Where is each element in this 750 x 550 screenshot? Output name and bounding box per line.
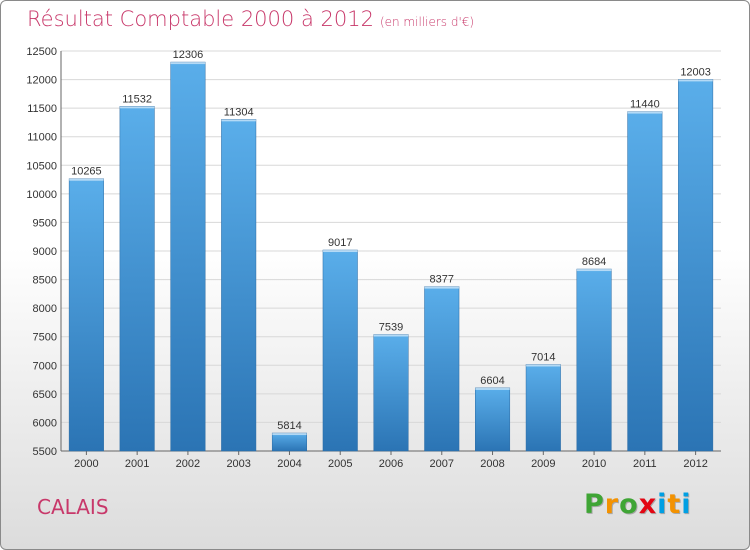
bar-highlight xyxy=(627,111,663,114)
value-label: 12003 xyxy=(680,66,711,78)
bar-highlight xyxy=(221,119,256,122)
value-label: 9017 xyxy=(328,237,352,249)
value-label: 7014 xyxy=(531,351,555,363)
bar-2011 xyxy=(627,111,663,452)
bar-2008 xyxy=(475,387,511,452)
chart-title: Résultat Comptable 2000 à 2012 (en millie… xyxy=(27,7,474,31)
y-tick-label: 6000 xyxy=(33,417,57,429)
bar-highlight xyxy=(424,286,460,289)
bar-highlight xyxy=(170,62,206,65)
y-tick-label: 7500 xyxy=(33,332,57,344)
x-tick-label: 2012 xyxy=(683,458,707,470)
logo-letter: t xyxy=(667,489,682,520)
value-label: 5814 xyxy=(277,420,301,432)
x-tick-label: 2004 xyxy=(277,458,301,470)
bar-2006 xyxy=(373,334,409,452)
bar-highlight xyxy=(119,106,155,109)
y-tick-label: 5500 xyxy=(33,446,57,458)
chart-title-text: Résultat Comptable 2000 à 2012 xyxy=(27,7,374,31)
x-tick-label: 2001 xyxy=(125,458,149,470)
x-tick-label: 2010 xyxy=(582,458,606,470)
x-tick-label: 2007 xyxy=(430,458,454,470)
x-tick-label: 2006 xyxy=(379,458,403,470)
y-tick-label: 9000 xyxy=(33,246,57,258)
bar-2004 xyxy=(271,432,307,452)
y-tick-label: 10500 xyxy=(26,160,57,172)
bar-2009 xyxy=(525,364,561,452)
bar-2010 xyxy=(576,268,612,452)
x-tick-label: 2008 xyxy=(480,458,504,470)
x-tick-label: 2005 xyxy=(328,458,352,470)
bar-highlight xyxy=(475,387,510,390)
logo-letter: r xyxy=(604,489,620,520)
bar-highlight xyxy=(373,334,409,337)
y-tick-label: 10000 xyxy=(26,189,57,201)
bar-highlight xyxy=(69,178,104,181)
value-label: 6604 xyxy=(480,375,504,387)
bar-2002 xyxy=(170,61,206,452)
chart-subtitle: (en milliers d'€) xyxy=(379,15,475,29)
y-tick-label: 6500 xyxy=(33,389,57,401)
bar-2012 xyxy=(678,79,714,452)
bar-2007 xyxy=(424,286,460,452)
y-tick-label: 11500 xyxy=(27,103,57,115)
y-tick-label: 9500 xyxy=(33,217,57,229)
value-label: 11440 xyxy=(630,99,660,111)
bar-highlight xyxy=(322,250,358,253)
y-tick-label: 8500 xyxy=(33,275,57,287)
logo-letter: o xyxy=(619,489,639,520)
bar-highlight xyxy=(576,269,612,272)
logo-letter: i xyxy=(657,489,668,520)
x-tick-label: 2002 xyxy=(176,458,200,470)
x-tick-label: 2009 xyxy=(531,458,555,470)
label-layer: 5500 6000 6500 7000 7500 8000 8500 9000 9500 1000… xyxy=(26,46,711,470)
proxiti-logo: Proxiti xyxy=(584,489,692,520)
value-label: 11304 xyxy=(224,106,254,118)
x-tick-label: 2000 xyxy=(74,458,98,470)
bar-2005 xyxy=(322,249,358,452)
y-tick-label: 12000 xyxy=(26,75,57,87)
value-label: 8684 xyxy=(582,256,606,268)
value-label: 7539 xyxy=(379,321,403,333)
y-tick-label: 7000 xyxy=(33,360,57,372)
bar-highlight xyxy=(678,79,713,82)
city-label: CALAIS xyxy=(37,495,109,519)
value-label: 10265 xyxy=(71,166,102,178)
y-tick-label: 11000 xyxy=(27,132,57,144)
logo-letter: x xyxy=(638,489,658,520)
y-tick-label: 8000 xyxy=(33,303,57,315)
logo-letter: i xyxy=(681,489,692,520)
value-label: 11532 xyxy=(122,93,152,105)
bar-2001 xyxy=(119,106,155,452)
value-label: 12306 xyxy=(173,49,204,61)
x-tick-label: 2011 xyxy=(633,458,657,470)
bar-highlight xyxy=(272,433,307,436)
logo-letter: P xyxy=(584,489,605,520)
bar-layer xyxy=(68,61,714,452)
y-tick-label: 12500 xyxy=(26,46,57,58)
value-label: 8377 xyxy=(430,274,454,286)
x-tick-label: 2003 xyxy=(226,458,250,470)
bar-highlight xyxy=(526,364,561,367)
bar-2003 xyxy=(221,119,257,452)
bar-2000 xyxy=(68,178,104,452)
